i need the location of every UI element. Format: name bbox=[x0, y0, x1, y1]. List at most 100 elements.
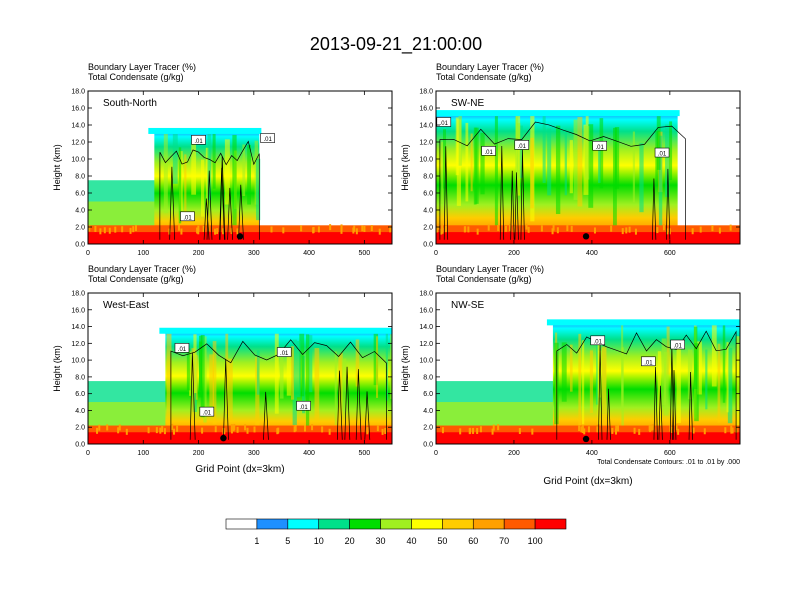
condensate-contour bbox=[510, 170, 515, 240]
cloud-streak bbox=[578, 333, 582, 428]
colorbar-box bbox=[380, 518, 412, 530]
contour-tag-label: .01 bbox=[484, 150, 493, 156]
y-tick-label: 8.0 bbox=[75, 374, 85, 381]
boundary-layer-streak bbox=[114, 226, 117, 233]
condensate-contour bbox=[653, 366, 658, 440]
cloud-streak bbox=[614, 127, 620, 189]
y-tick-label: 6.0 bbox=[423, 191, 433, 198]
y-axis-label: Height (km) bbox=[400, 144, 410, 191]
contour-field-label: Total Condensate (g/kg) bbox=[88, 274, 184, 284]
boundary-layer-streak bbox=[216, 228, 219, 235]
cloud-streak bbox=[547, 128, 552, 196]
condensate-contour bbox=[364, 391, 371, 440]
x-tick-label: 500 bbox=[359, 250, 371, 257]
cloud-streak bbox=[519, 125, 523, 179]
boundary-layer-streak bbox=[300, 225, 303, 232]
y-axis-label: Height (km) bbox=[52, 345, 62, 392]
boundary-layer-streak bbox=[340, 224, 343, 231]
cloud-streak bbox=[247, 145, 251, 205]
panel-nw-se: Boundary Layer Tracer (%)Total Condensat… bbox=[400, 264, 741, 487]
panel-name: South-North bbox=[103, 98, 157, 109]
cloud-streak bbox=[569, 344, 573, 392]
y-tick-label: 2.0 bbox=[75, 225, 85, 232]
panel-name: SW-NE bbox=[451, 98, 484, 109]
boundary-layer-streak bbox=[570, 225, 573, 232]
contour-tag-label: .01 bbox=[280, 351, 289, 357]
x-tick-label: 200 bbox=[508, 450, 520, 457]
plot-frame bbox=[87, 292, 393, 445]
contour-tag: .01 bbox=[260, 133, 275, 143]
x-tick-label: 300 bbox=[248, 450, 260, 457]
contour-tag-label: .01 bbox=[194, 139, 203, 145]
y-tick-label: 18.0 bbox=[71, 89, 85, 96]
boundary-layer-streak bbox=[662, 224, 665, 231]
boundary-layer-streak bbox=[370, 225, 373, 232]
cloud-streak bbox=[385, 333, 388, 401]
boundary-layer-streak bbox=[222, 228, 225, 235]
x-tick-label: 100 bbox=[137, 250, 149, 257]
cloud-streak bbox=[515, 116, 519, 220]
condensate-contour bbox=[159, 140, 260, 240]
boundary-layer-streak bbox=[583, 428, 586, 435]
colorbar-box bbox=[256, 518, 289, 530]
boundary-layer-streak bbox=[527, 226, 530, 233]
cloud-streak bbox=[292, 339, 297, 425]
cloud-streak bbox=[621, 347, 624, 430]
y-tick-label: 4.0 bbox=[75, 408, 85, 415]
cloud-streak bbox=[455, 117, 459, 176]
boundary-layer-streak bbox=[230, 424, 233, 431]
boundary-layer-streak bbox=[230, 427, 233, 434]
contour-tag-label: .01 bbox=[183, 215, 192, 221]
cloud-streak bbox=[561, 342, 567, 402]
cloud-streak bbox=[334, 351, 337, 425]
boundary-layer-streak bbox=[491, 428, 494, 435]
boundary-layer-streak bbox=[361, 225, 364, 232]
contour-tag-box bbox=[191, 135, 206, 145]
contour-tag: .01 bbox=[199, 406, 215, 417]
shaded-field-label: Boundary Layer Tracer (%) bbox=[436, 62, 544, 72]
contour-footnote: Total Condensate Contours: .01 to .01 by… bbox=[597, 459, 740, 466]
cloud-streak bbox=[340, 352, 343, 429]
boundary-layer-streak bbox=[677, 428, 680, 435]
contour-tag: .01 bbox=[174, 343, 190, 353]
colorbar-label: 40 bbox=[406, 536, 416, 546]
condensate-contour bbox=[658, 385, 663, 440]
boundary-layer-streak bbox=[381, 428, 384, 435]
cloud-streak bbox=[473, 127, 477, 205]
boundary-layer-streak bbox=[197, 228, 200, 235]
cloud-streak bbox=[598, 141, 601, 183]
boundary-layer-streak bbox=[173, 428, 176, 435]
cloud-streak bbox=[286, 351, 291, 396]
condensate-contour bbox=[219, 155, 226, 240]
boundary-layer-streak bbox=[294, 425, 297, 432]
y-tick-label: 14.0 bbox=[419, 123, 433, 130]
boundary-layer-streak bbox=[711, 225, 714, 232]
y-tick-label: 16.0 bbox=[71, 307, 85, 314]
contour-tag-box bbox=[592, 140, 607, 151]
contour-field-label: Total Condensate (g/kg) bbox=[88, 72, 184, 82]
condensate-contour bbox=[606, 388, 611, 440]
plot-frame bbox=[87, 90, 393, 245]
boundary-layer-streak bbox=[467, 226, 470, 233]
y-tick-label: 2.0 bbox=[423, 225, 433, 232]
plot-area: .01 .01 .01 .01 .01 bbox=[436, 110, 740, 244]
cloud-streak bbox=[711, 323, 717, 387]
boundary-layer-streak bbox=[580, 426, 583, 433]
contour-field-label: Total Condensate (g/kg) bbox=[436, 72, 532, 82]
boundary-layer-streak bbox=[633, 427, 636, 434]
cloud-streak bbox=[256, 350, 260, 395]
boundary-layer-streak bbox=[615, 425, 618, 432]
boundary-layer-streak bbox=[656, 227, 659, 234]
cloud-streak bbox=[195, 355, 198, 400]
cloud-streak bbox=[480, 132, 485, 195]
boundary-layer-streak bbox=[552, 224, 555, 231]
boundary-layer-streak bbox=[472, 427, 475, 434]
contour-tag-box bbox=[436, 117, 452, 127]
colorbar-box bbox=[472, 518, 505, 530]
contour-tag-label: .01 bbox=[518, 144, 527, 150]
boundary-layer-lower bbox=[88, 432, 392, 444]
cloud-streak bbox=[577, 117, 583, 207]
contour-tag-box bbox=[590, 335, 606, 346]
x-tick-label: 400 bbox=[303, 250, 315, 257]
boundary-layer-streak bbox=[724, 427, 727, 434]
